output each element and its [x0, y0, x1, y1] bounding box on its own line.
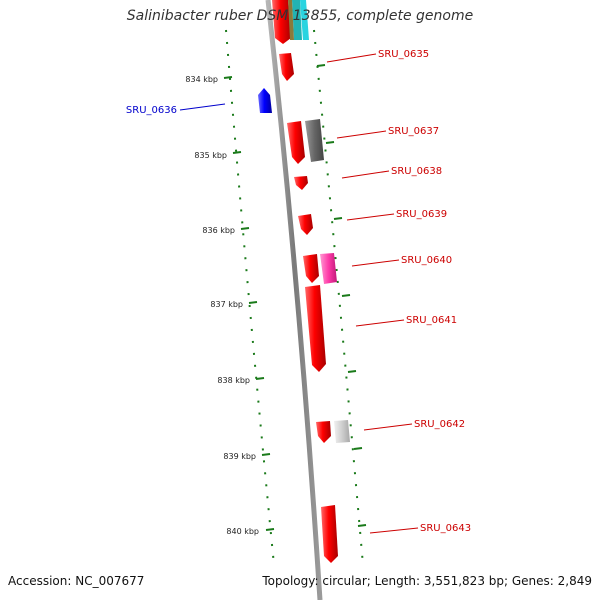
- gene-label: SRU_0637: [388, 126, 439, 137]
- gene-leader: [336, 130, 387, 139]
- gene-sru-0636[interactable]: SRU_0636: [126, 88, 272, 116]
- gene-leader: [355, 319, 405, 327]
- gene-leader: [346, 213, 395, 221]
- genome-stats-text: Topology: circular; Length: 3,551,823 bp…: [262, 574, 592, 588]
- outer-track: [313, 29, 364, 566]
- tick-mark: [223, 76, 233, 79]
- gene-label: SRU_0642: [414, 419, 465, 430]
- tick-mark: [255, 377, 265, 380]
- gene-arrow[interactable]: [279, 53, 294, 81]
- gene-arrow[interactable]: [298, 214, 313, 235]
- gene-label: SRU_0638: [391, 166, 442, 177]
- adjacent-feature: [334, 420, 350, 443]
- gene-arrow[interactable]: [321, 505, 338, 563]
- gene-sru-0637[interactable]: SRU_0637: [287, 119, 439, 164]
- gene-sru-0643[interactable]: SRU_0643: [321, 505, 471, 563]
- gene-label: SRU_0643: [420, 523, 471, 534]
- gene-sru-0642[interactable]: SRU_0642: [316, 419, 465, 443]
- partial-genes-top: [272, 0, 309, 44]
- gene-arrow[interactable]: [294, 176, 308, 190]
- gene-leader: [363, 423, 413, 431]
- gene-label: SRU_0640: [401, 255, 452, 266]
- tick-mark: [261, 453, 271, 456]
- gene-arrow[interactable]: [287, 121, 305, 164]
- gene-sru-0635[interactable]: SRU_0635: [279, 49, 429, 81]
- gene-label: SRU_0641: [406, 315, 457, 326]
- scale-ticks: 834 kbp 835 kbp 836 kbp 837 kbp 838 kbp …: [185, 75, 275, 536]
- gene-leader: [179, 103, 226, 111]
- gene-label: SRU_0635: [378, 49, 429, 60]
- gene-arrow[interactable]: [305, 285, 326, 372]
- adjacent-feature: [320, 253, 337, 284]
- genome-backbone: [265, 0, 323, 600]
- genome-title: Salinibacter ruber DSM 13855, complete g…: [126, 8, 474, 24]
- gene-sru-0640[interactable]: SRU_0640: [303, 253, 452, 284]
- tick-mark: [248, 301, 258, 304]
- tick-label: 839 kbp: [223, 452, 256, 461]
- tick-label: 838 kbp: [217, 376, 250, 385]
- gene-sru-0641[interactable]: SRU_0641: [305, 285, 457, 372]
- tick-mark: [232, 151, 242, 154]
- gene-sru-0639[interactable]: SRU_0639: [298, 209, 447, 235]
- gene-leader: [351, 259, 400, 267]
- gene-leader: [341, 170, 390, 179]
- outer-ticks: [316, 64, 367, 527]
- gene-arrow[interactable]: [316, 421, 331, 443]
- accession-text: Accession: NC_007677: [8, 574, 145, 588]
- tick-label: 840 kbp: [226, 527, 259, 536]
- gene-arrow[interactable]: [303, 254, 319, 283]
- tick-label: 837 kbp: [210, 300, 243, 309]
- tick-label: 836 kbp: [202, 226, 235, 235]
- tick-mark: [240, 227, 250, 230]
- tick-label: 835 kbp: [194, 151, 227, 160]
- gene-leader: [326, 53, 377, 63]
- tick-mark: [265, 528, 275, 531]
- gene-sru-0638[interactable]: SRU_0638: [294, 166, 442, 190]
- gene-label: SRU_0639: [396, 209, 447, 220]
- gene-arrow[interactable]: [258, 88, 272, 113]
- tick-label: 834 kbp: [185, 75, 218, 84]
- gene-label: SRU_0636: [126, 105, 177, 116]
- adjacent-feature: [305, 119, 324, 162]
- gene-leader: [369, 527, 419, 534]
